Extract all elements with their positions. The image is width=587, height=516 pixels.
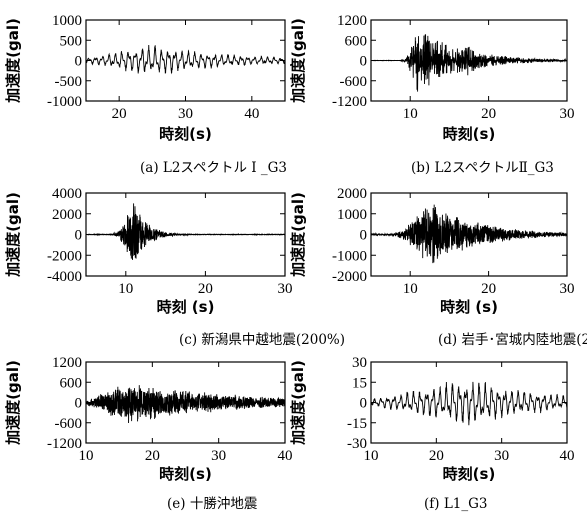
x-tick-label: 20 [112, 106, 127, 122]
x-tick-label: 10 [118, 281, 133, 297]
y-tick-label: 1200 [52, 355, 82, 371]
y-axis-title: 加速度(gal) [4, 192, 22, 278]
y-axis-title: 加速度(gal) [4, 18, 22, 104]
y-tick-label: 4000 [52, 186, 82, 202]
x-tick-label: 30 [278, 281, 293, 297]
y-tick-label: -1000 [332, 248, 367, 264]
y-tick-label: 2000 [52, 207, 82, 223]
y-tick-label: -2000 [47, 248, 82, 264]
x-tick-label: 10 [79, 448, 94, 464]
x-tick-label: 20 [198, 281, 213, 297]
y-tick-label: -1000 [47, 94, 82, 110]
x-axis-title: 時刻 (s) [157, 298, 215, 316]
y-tick-label: 500 [60, 33, 83, 49]
y-tick-label: -500 [55, 74, 83, 90]
x-tick-label: 20 [429, 448, 444, 464]
x-tick-label: 20 [481, 281, 496, 297]
x-axis-title: 時刻(s) [443, 125, 496, 143]
x-tick-label: 30 [178, 106, 193, 122]
panel-caption: (c) 新潟県中越地震(200%) [179, 332, 345, 348]
y-tick-label: 0 [75, 396, 83, 412]
series-line-2 [86, 203, 285, 260]
panel-caption: (d) 岩手･宮城内陸地震(200%) [438, 332, 587, 348]
y-tick-label: -1200 [47, 436, 82, 452]
x-axis-title: 時刻(s) [159, 125, 212, 143]
series-line-1 [371, 34, 567, 92]
y-tick-label: 600 [345, 33, 368, 49]
y-tick-label: 600 [60, 375, 83, 391]
panel-caption: (e) 十勝沖地震 [167, 496, 258, 512]
panel-caption: (a) L2スペクトル I _G3 [140, 160, 287, 176]
y-tick-label: 2000 [337, 186, 367, 202]
y-axis-title: 加速度(gal) [289, 192, 307, 278]
x-tick-label: 30 [211, 448, 226, 464]
x-tick-label: 40 [560, 448, 575, 464]
x-axis-title: 時刻(s) [443, 465, 496, 483]
y-tick-label: 0 [75, 228, 83, 244]
chart-panel-0: 1000 500 0 -500 -1000 20 30 40 加速度(gal) 時刻(s) (a) … [4, 13, 287, 176]
x-tick-label: 40 [278, 448, 293, 464]
chart-panel-3: 2000 1000 0 -1000 -2000 10 20 30 加速度(gal) 時刻 (s) (… [289, 186, 587, 348]
y-tick-label: 0 [75, 54, 83, 70]
chart-panel-1: 1200 600 0 -600 -1200 10 20 30 加速度(gal) 時刻(s) (b) … [289, 13, 575, 176]
y-tick-label: 15 [352, 375, 367, 391]
y-axis-title: 加速度(gal) [289, 360, 307, 446]
y-tick-label: 1000 [52, 13, 82, 29]
x-tick-label: 10 [403, 281, 418, 297]
x-axis-title: 時刻 (s) [440, 298, 498, 316]
x-tick-label: 40 [244, 106, 259, 122]
x-tick-label: 30 [560, 281, 575, 297]
series-line-0 [86, 45, 285, 75]
y-tick-label: -15 [347, 416, 367, 432]
series-line-4 [86, 385, 285, 424]
panel-caption: (b) L2スペクトルⅡ_G3 [411, 160, 554, 176]
y-tick-label: -4000 [47, 269, 82, 285]
y-tick-label: 1200 [337, 13, 367, 29]
y-tick-label: 0 [360, 54, 368, 70]
plot-frame [85, 19, 286, 102]
y-tick-label: 1000 [337, 207, 367, 223]
plot-frame [370, 361, 568, 444]
x-axis-title: 時刻(s) [159, 465, 212, 483]
y-tick-label: -600 [340, 74, 368, 90]
y-tick-label: -30 [347, 436, 367, 452]
x-tick-label: 30 [560, 106, 575, 122]
y-tick-label: -1200 [332, 94, 367, 110]
y-tick-label: -600 [55, 416, 83, 432]
series-line-5 [371, 381, 567, 426]
chart-panel-2: 4000 2000 0 -2000 -4000 10 20 30 加速度(gal) 時刻 (s) (… [4, 186, 345, 348]
x-tick-label: 30 [494, 448, 509, 464]
x-tick-label: 20 [481, 106, 496, 122]
y-tick-label: -2000 [332, 269, 367, 285]
y-tick-label: 0 [360, 396, 368, 412]
x-tick-label: 10 [403, 106, 418, 122]
x-tick-label: 20 [145, 448, 160, 464]
y-tick-label: 0 [360, 228, 368, 244]
y-axis-title: 加速度(gal) [289, 18, 307, 104]
x-tick-label: 10 [364, 448, 379, 464]
series-line-3 [371, 204, 567, 264]
panel-caption: (f) L1_G3 [424, 496, 488, 512]
y-tick-label: 30 [352, 355, 367, 371]
y-axis-title: 加速度(gal) [4, 360, 22, 446]
